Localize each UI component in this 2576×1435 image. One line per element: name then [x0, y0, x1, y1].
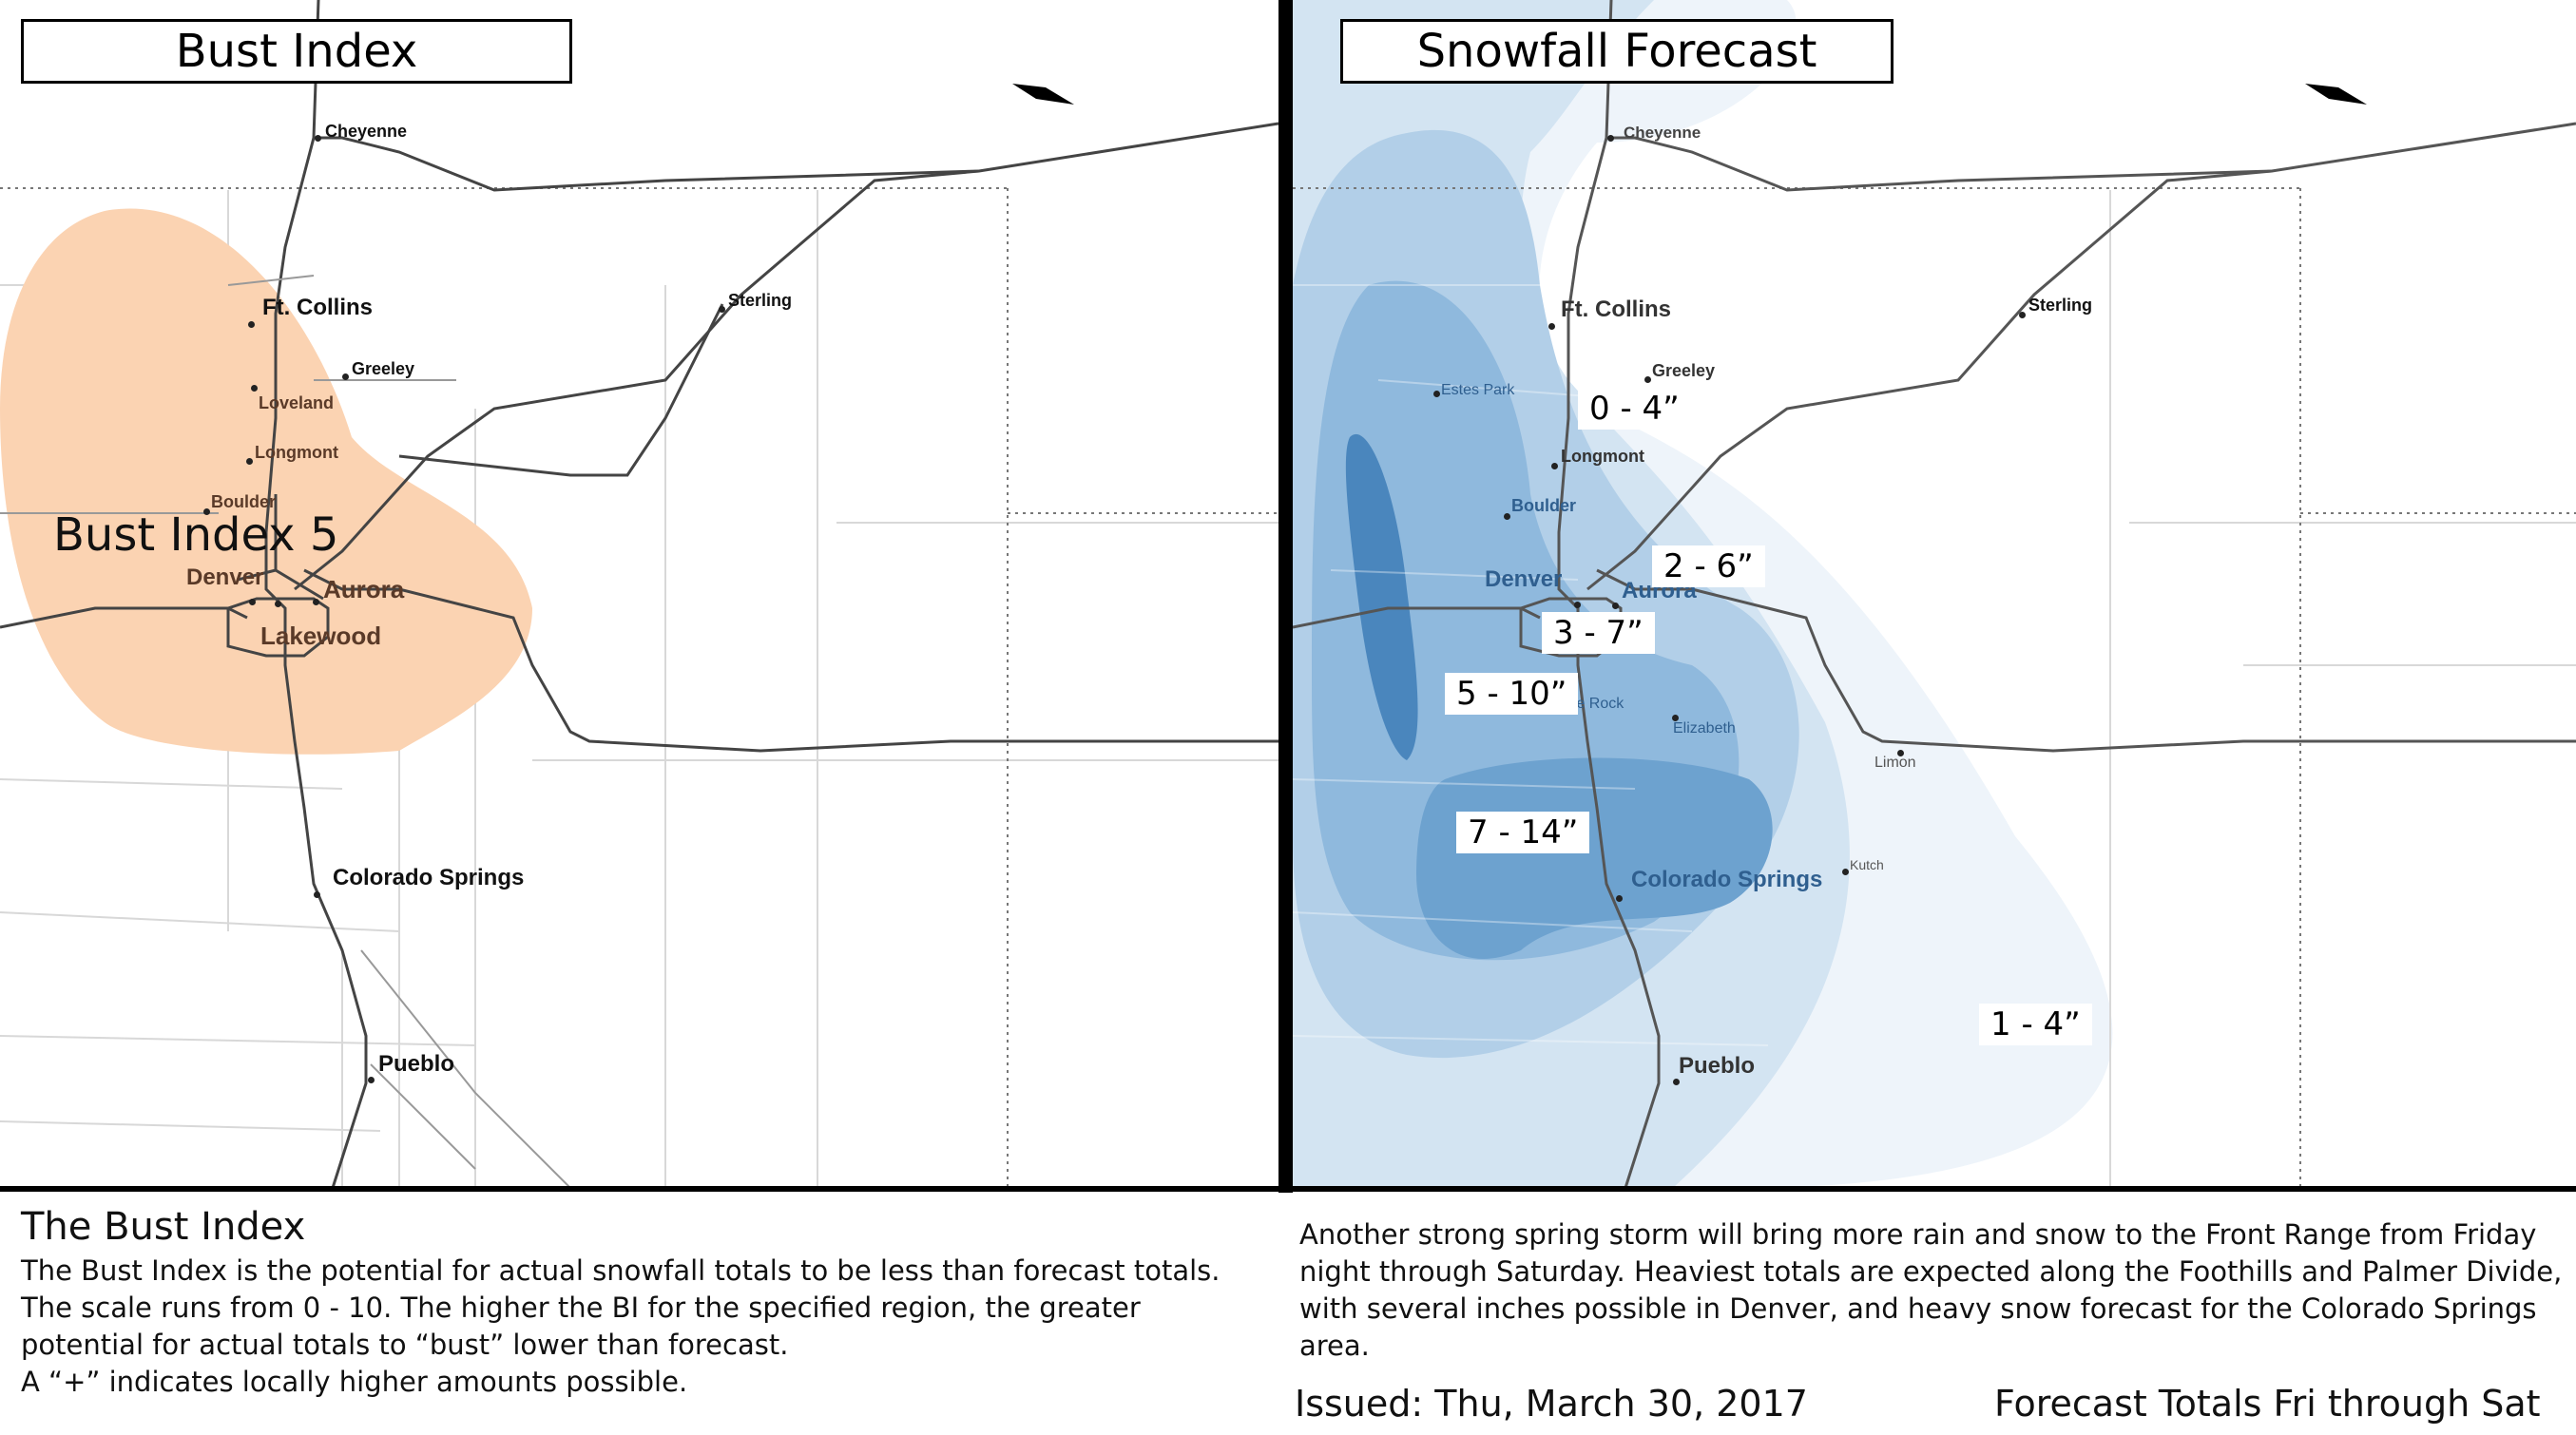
city-label: Aurora [323, 575, 405, 603]
storm-summary: Another strong spring storm will bring m… [1299, 1218, 2563, 1362]
city-label: Estes Park [1441, 382, 1515, 398]
city-dot [1574, 602, 1581, 608]
city-label: Ft. Collins [262, 295, 373, 320]
city-dot [249, 599, 256, 605]
city-dot [1842, 869, 1849, 875]
issued-date: Issued: Thu, March 30, 2017 [1295, 1383, 1808, 1425]
explainer-description: The Bust Index is the potential for actu… [21, 1254, 1221, 1361]
city-dot [2019, 312, 2026, 318]
explainer-heading: The Bust Index [21, 1205, 306, 1249]
city-label: Longmont [1561, 447, 1644, 466]
city-label: Pueblo [378, 1051, 455, 1077]
city-dot [1616, 895, 1623, 902]
bust-index-explainer: The Bust Index The Bust Index is the pot… [21, 1205, 1247, 1401]
city-label: Cheyenne [1624, 124, 1701, 142]
city-label: Limon [1874, 755, 1916, 771]
city-dot [275, 601, 281, 607]
city-label: Cheyenne [325, 122, 408, 141]
city-dot [1607, 135, 1614, 142]
city-dot [251, 385, 258, 392]
footer-divider [0, 1186, 2576, 1192]
city-label: Denver [186, 564, 264, 590]
city-label: Greeley [352, 359, 415, 378]
range-label-5-10: 5 - 10” [1445, 673, 1579, 715]
city-label: Kutch [1850, 857, 1884, 872]
city-label: Greeley [1652, 361, 1716, 380]
city-label: Longmont [255, 443, 338, 462]
range-label-3-7: 3 - 7” [1542, 612, 1655, 654]
city-dot [1433, 391, 1440, 397]
city-label: Elizabeth [1673, 720, 1736, 737]
snowfall-basemap [1293, 0, 2576, 1188]
bust-index-title: Bust Index [21, 19, 572, 84]
city-label: Pueblo [1679, 1053, 1756, 1079]
city-dot [719, 306, 725, 313]
range-label-1-4: 1 - 4” [1979, 1004, 2092, 1045]
city-dot [1612, 603, 1619, 609]
city-label: Denver [1485, 566, 1563, 592]
city-label: Colorado Springs [1631, 867, 1823, 892]
bust-index-zone-label: Bust Index 5 [53, 508, 339, 562]
city-dot [313, 599, 319, 605]
snowfall-forecast-title: Snowfall Forecast [1340, 19, 1894, 84]
bust-index-basemap [0, 0, 1278, 1188]
city-dot [246, 458, 253, 465]
bust-index-zone [0, 208, 532, 755]
city-dot [1548, 323, 1555, 330]
range-label-2-6: 2 - 6” [1652, 545, 1765, 587]
city-label: Boulder [211, 492, 277, 511]
snow-band-foothill-max [1345, 433, 1418, 760]
panel-divider [1278, 0, 1293, 1193]
city-dot [1897, 750, 1904, 756]
city-label: Sterling [2028, 296, 2093, 315]
city-dot [342, 373, 349, 380]
bust-index-map: Bust Index Bust Index 5 Cheyenne Ft. Col… [0, 0, 1278, 1188]
city-label: Sterling [728, 291, 793, 310]
city-dot [203, 508, 210, 515]
city-label: Lakewood [260, 622, 382, 650]
city-label: Colorado Springs [333, 865, 525, 890]
city-label: Loveland [259, 393, 335, 412]
city-dot [1673, 1079, 1680, 1085]
forecast-period: Forecast Totals Fri through Sat [1994, 1383, 2541, 1425]
city-label: Ft. Collins [1561, 297, 1671, 322]
city-label: Boulder [1511, 496, 1577, 515]
explainer-note: A “+” indicates locally higher amounts p… [21, 1366, 688, 1398]
city-dot [1551, 463, 1558, 469]
city-dot [248, 321, 255, 328]
city-dot [314, 891, 320, 898]
city-dot [1504, 513, 1510, 520]
city-dot [368, 1077, 375, 1083]
range-label-0-4: 0 - 4” [1578, 388, 1691, 430]
city-dot [1672, 715, 1679, 721]
snow-band-7-14 [1416, 757, 1773, 959]
snowfall-forecast-map: Snowfall Forecast Cheyenne Ft. Collins G… [1293, 0, 2576, 1188]
city-dot [315, 135, 321, 142]
range-label-7-14: 7 - 14” [1456, 812, 1590, 853]
city-dot [1644, 376, 1651, 383]
